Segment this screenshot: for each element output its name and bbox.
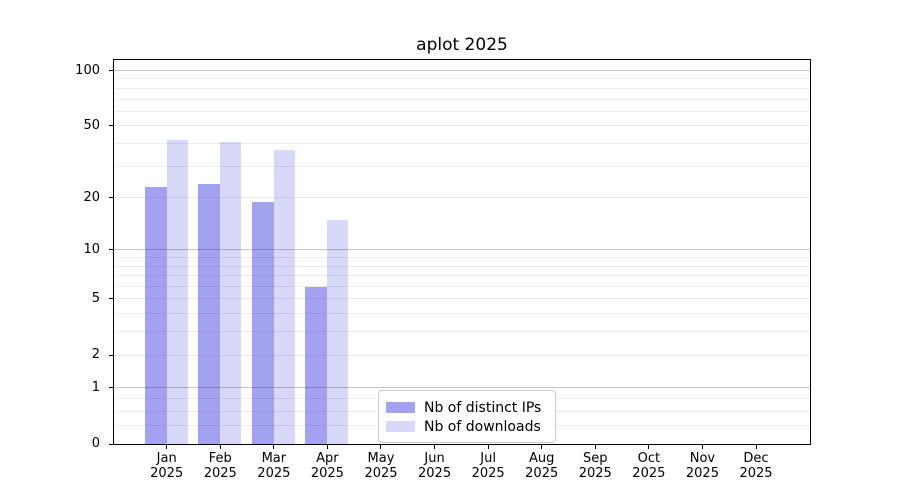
plot-area: Nb of distinct IPs Nb of downloads: [113, 59, 811, 445]
legend: Nb of distinct IPs Nb of downloads: [378, 390, 556, 443]
bar-downloads-apr: [327, 219, 349, 444]
x-tick-mark: [594, 445, 596, 449]
x-tick-label-oct: Oct 2025: [632, 451, 666, 481]
minor-gridline: [114, 87, 810, 89]
x-tick-label-jan: Jan 2025: [150, 451, 184, 481]
minor-gridline: [114, 265, 810, 267]
x-tick-mark: [487, 445, 489, 449]
minor-gridline: [114, 286, 810, 288]
legend-item-downloads: Nb of downloads: [386, 417, 547, 436]
y-tick-label: 1: [91, 379, 100, 395]
minor-gridline: [114, 125, 810, 127]
chart-title: aplot 2025: [416, 35, 508, 55]
y-tick-mark: [109, 387, 113, 389]
grid-layer: [114, 60, 810, 444]
y-tick-mark: [109, 443, 113, 445]
x-tick-label-may: May 2025: [364, 451, 398, 481]
bar-distinct-ips-mar: [251, 201, 274, 444]
x-tick-mark: [701, 445, 703, 449]
legend-label-distinct-ips: Nb of distinct IPs: [424, 399, 542, 416]
minor-gridline: [114, 142, 810, 144]
bar-downloads-jan: [166, 139, 188, 444]
x-tick-mark: [166, 445, 168, 449]
y-tick-label: 0: [91, 436, 100, 451]
y-tick-mark: [109, 125, 113, 127]
bar-distinct-ips-jan: [144, 186, 167, 444]
y-tick-label: 5: [91, 290, 100, 306]
x-tick-mark: [541, 445, 543, 449]
bar-distinct-ips-apr: [305, 286, 328, 444]
major-gridline: [114, 70, 810, 71]
y-tick-mark: [109, 197, 113, 199]
minor-gridline: [114, 78, 810, 80]
major-gridline: [114, 387, 810, 389]
y-tick-mark: [109, 70, 113, 71]
x-tick-mark: [380, 445, 382, 449]
x-tick-label-jul: Jul 2025: [471, 451, 505, 481]
x-tick-mark: [326, 445, 328, 449]
x-tick-mark: [219, 445, 221, 449]
minor-gridline: [114, 257, 810, 259]
minor-gridline: [114, 98, 810, 100]
x-tick-mark: [434, 445, 436, 449]
x-tick-label-feb: Feb 2025: [203, 451, 237, 481]
y-tick-label: 100: [75, 62, 100, 78]
bar-downloads-feb: [220, 141, 242, 444]
y-tick-label: 2: [91, 347, 100, 363]
minor-gridline: [114, 165, 810, 167]
minor-gridline: [114, 298, 810, 300]
x-tick-label-dec: Dec 2025: [739, 451, 773, 481]
x-tick-label-mar: Mar 2025: [257, 451, 291, 481]
x-tick-mark: [273, 445, 275, 449]
bar-distinct-ips-feb: [198, 183, 221, 444]
x-tick-label-aug: Aug 2025: [525, 451, 559, 481]
x-tick-label-apr: Apr 2025: [310, 451, 344, 481]
minor-gridline: [114, 331, 810, 333]
x-tick-mark: [648, 445, 650, 449]
major-gridline: [114, 249, 810, 251]
x-tick-label-sep: Sep 2025: [578, 451, 612, 481]
y-tick-label: 50: [83, 117, 100, 133]
minor-gridline: [114, 313, 810, 315]
y-tick-label: 10: [83, 241, 100, 257]
minor-gridline: [114, 110, 810, 112]
legend-swatch-distinct-ips: [386, 402, 415, 413]
bar-downloads-mar: [273, 149, 295, 444]
x-tick-label-jun: Jun 2025: [418, 451, 452, 481]
y-tick-mark: [109, 354, 113, 356]
x-tick-mark: [755, 445, 757, 449]
minor-gridline: [114, 354, 810, 356]
y-tick-label: 20: [83, 189, 100, 205]
bars-layer: [114, 60, 810, 444]
minor-gridline: [114, 197, 810, 199]
legend-swatch-downloads: [386, 421, 415, 432]
legend-item-distinct-ips: Nb of distinct IPs: [386, 398, 547, 417]
y-tick-mark: [109, 298, 113, 300]
x-tick-label-nov: Nov 2025: [685, 451, 719, 481]
minor-gridline: [114, 275, 810, 277]
y-tick-mark: [109, 249, 113, 251]
legend-label-downloads: Nb of downloads: [424, 418, 541, 435]
